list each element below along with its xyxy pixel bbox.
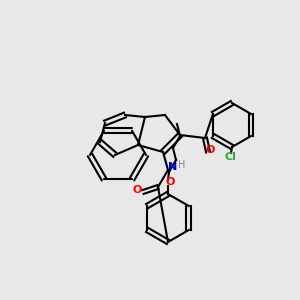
Text: N: N [168,162,178,172]
Text: O: O [165,177,175,187]
Text: Cl: Cl [224,152,236,162]
Text: O: O [205,145,215,155]
Text: H: H [178,160,186,170]
Text: O: O [132,185,142,195]
